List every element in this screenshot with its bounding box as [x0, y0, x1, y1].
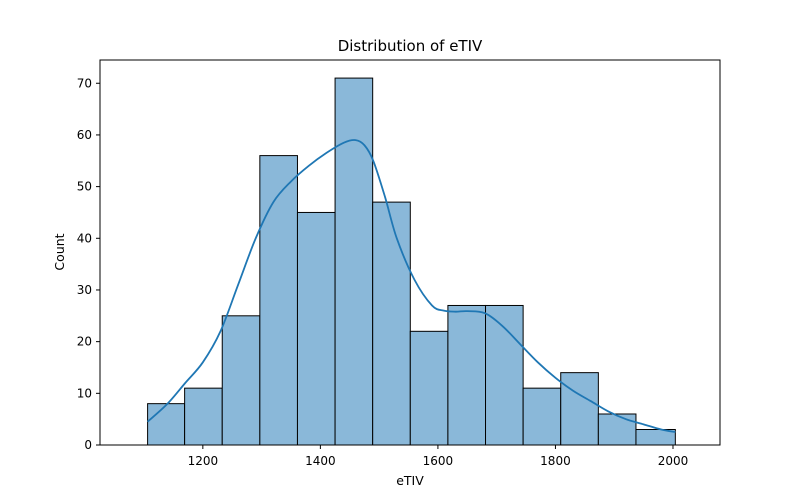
histogram-bar — [372, 201, 411, 446]
y-axis-ticks: 0 10 20 30 40 50 60 70 — [77, 76, 100, 452]
histogram-bar — [597, 413, 637, 446]
y-axis-label: Count — [52, 233, 67, 270]
x-axis-label: eTIV — [396, 473, 424, 488]
y-tick-label: 60 — [77, 128, 92, 142]
y-tick-label: 10 — [77, 386, 92, 400]
histogram-bar — [259, 155, 298, 446]
plot-frame — [99, 59, 721, 446]
histogram-bar — [184, 387, 223, 446]
chart-title: Distribution of eTIV — [338, 37, 483, 55]
y-tick-label: 70 — [77, 76, 92, 90]
y-tick-label: 20 — [77, 335, 92, 349]
x-tick-label: 1800 — [540, 454, 571, 468]
histogram-bar — [334, 77, 374, 446]
x-tick-label: 1200 — [188, 454, 219, 468]
x-tick-label: 1400 — [305, 454, 336, 468]
y-tick-label: 30 — [77, 283, 92, 297]
x-tick-label: 2000 — [658, 454, 689, 468]
histogram-bar — [221, 315, 261, 446]
x-axis-ticks: 1200 1400 1600 1800 2000 — [188, 445, 689, 468]
y-tick-label: 50 — [77, 180, 92, 194]
kde-group — [146, 139, 676, 433]
y-tick-label: 40 — [77, 231, 92, 245]
kde-line — [146, 139, 676, 433]
histogram-bar — [296, 211, 336, 446]
histogram-bar — [147, 403, 186, 446]
histogram-bar — [485, 304, 524, 446]
y-tick-label: 0 — [84, 438, 92, 452]
x-tick-label: 1600 — [423, 454, 454, 468]
histogram-bar — [522, 387, 562, 446]
histogram-bar — [447, 304, 487, 446]
histogram-bar — [560, 372, 599, 446]
histogram-bar — [409, 330, 449, 446]
bars-group — [147, 77, 676, 446]
